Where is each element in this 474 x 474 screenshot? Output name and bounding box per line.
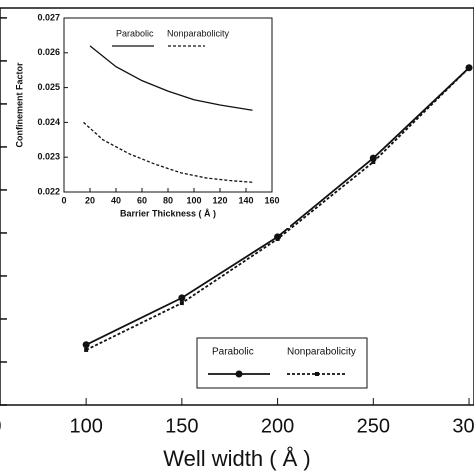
x-tick-label: 50 [0,415,2,437]
x-axis-label: Well width ( Å ) [163,446,311,471]
x-tick-label: 300 [452,415,474,437]
y-tick-label: 0.025 [37,82,60,92]
x-tick-label: 60 [137,195,147,205]
legend-marker [235,370,243,378]
plot-frame [0,7,474,406]
x-tick-label: 120 [212,195,227,205]
point-marker [82,341,90,349]
point-marker [84,347,89,352]
legend-label: Parabolic [116,28,154,38]
y-tick-label: 0.026 [37,47,60,57]
y-tick-label: 0.027 [37,12,60,22]
x-tick-label: 40 [111,195,121,205]
x-tick-label: 150 [165,415,198,437]
x-axis-label: Barrier Thickness ( Å ) [120,208,216,218]
x-tick-label: 0 [61,195,66,205]
legend-marker [315,372,319,376]
y-tick-label: 0.024 [37,117,60,127]
y-tick-label: 0.023 [37,152,60,162]
x-tick-label: 250 [357,415,390,437]
point-marker [467,65,472,70]
y-axis-label: Confinement Factor [14,62,24,148]
x-tick-label: 100 [69,415,102,437]
x-tick-label: 80 [163,195,173,205]
x-tick-label: 200 [261,415,294,437]
legend-label: Nonparabolicity [167,28,230,38]
legend-label: Parabolic [212,347,254,358]
point-marker [275,236,280,241]
x-tick-label: 100 [186,195,201,205]
legend-label: Nonparabolicity [287,347,356,358]
legend-box [196,337,368,389]
x-tick-label: 160 [264,195,279,205]
x-tick-label: 140 [238,195,253,205]
series-line [89,45,253,111]
y-tick-label: 0.022 [37,186,60,196]
point-marker [371,159,376,164]
point-marker [179,301,184,306]
point-marker [178,294,186,302]
series-line [83,121,253,183]
x-tick-label: 20 [85,195,95,205]
